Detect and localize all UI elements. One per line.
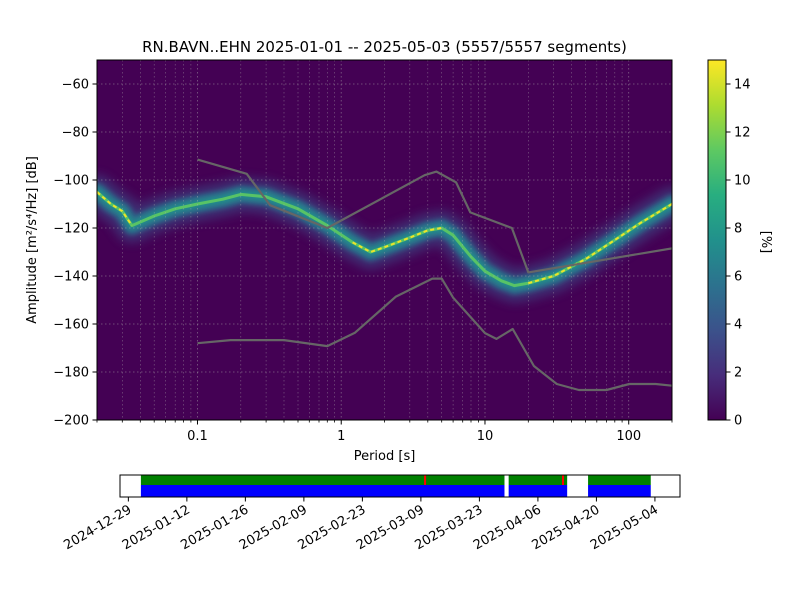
timeline-segment-upper <box>140 475 505 485</box>
y-tick-label: −100 <box>53 174 89 189</box>
x-axis-label: Period [s] <box>354 449 416 464</box>
timeline-panel: 2024-12-292025-01-122025-01-262025-02-09… <box>61 474 681 553</box>
colorbar-tick-label: 8 <box>734 222 742 237</box>
colorbar-tick-label: 10 <box>734 174 751 189</box>
timeline-segment-lower <box>140 485 505 497</box>
colorbar-tick-label: 6 <box>734 270 742 285</box>
density-ridge <box>97 175 672 303</box>
colorbar-tick-label: 14 <box>734 78 751 93</box>
timeline-frame <box>119 474 681 498</box>
ridge-peak-2 <box>528 203 672 285</box>
ppsd-panel: 0.1 1 10 100 −60 −80 −100 −120 −140 −160 −180 −200… <box>25 59 673 464</box>
colorbar: 0 2 4 6 8 10 12 14 [%] <box>707 59 773 429</box>
colorbar-tick-label: 4 <box>734 318 742 333</box>
colorbar-tick-label: 2 <box>734 366 742 381</box>
ridge-peak-1 <box>352 227 442 254</box>
x-tick-label: 100 <box>616 429 641 444</box>
colorbar-tick-label: 12 <box>734 126 751 141</box>
colorbar-label: [%] <box>758 231 773 254</box>
y-tick-label: −60 <box>62 78 89 93</box>
timeline-segment-upper <box>508 475 568 485</box>
ridge-peak-0 <box>97 191 133 227</box>
y-tick-label: −180 <box>53 366 89 381</box>
chart-title: RN.BAVN..EHN 2025-01-01 -- 2025-05-03 (5… <box>142 38 627 56</box>
x-tick-label: 1 <box>337 429 345 444</box>
low-noise-model-line <box>197 277 672 392</box>
colorbar-tick-label: 0 <box>734 414 742 429</box>
grid <box>97 60 672 420</box>
colorbar-ticks: 0 2 4 6 8 10 12 14 <box>726 78 751 429</box>
y-axis-label: Amplitude [m²/s⁴/Hz] [dB] <box>25 156 40 324</box>
noise-model-lines <box>197 158 672 392</box>
timeline-segment-lower <box>588 485 651 497</box>
y-axis-ticks: −60 −80 −100 −120 −140 −160 −180 −200 <box>53 78 97 429</box>
timeline-ticks: 2024-12-292025-01-122025-01-262025-02-09… <box>61 497 661 553</box>
x-tick-label: 10 <box>477 429 494 444</box>
x-tick-label: 0.1 <box>187 429 208 444</box>
x-axis-ticks: 0.1 1 10 100 <box>96 420 673 444</box>
timeline-gap-marker <box>561 475 564 485</box>
timeline-gap-marker <box>424 475 427 485</box>
y-tick-label: −80 <box>62 126 89 141</box>
y-tick-label: −140 <box>53 270 89 285</box>
timeline-segment-upper <box>588 475 651 485</box>
high-noise-model-line <box>197 158 672 274</box>
y-tick-label: −200 <box>53 414 89 429</box>
colorbar-gradient <box>707 59 727 421</box>
timeline-segments <box>140 475 651 497</box>
y-tick-label: −120 <box>53 222 89 237</box>
timeline-segment-lower <box>508 485 568 497</box>
y-tick-label: −160 <box>53 318 89 333</box>
